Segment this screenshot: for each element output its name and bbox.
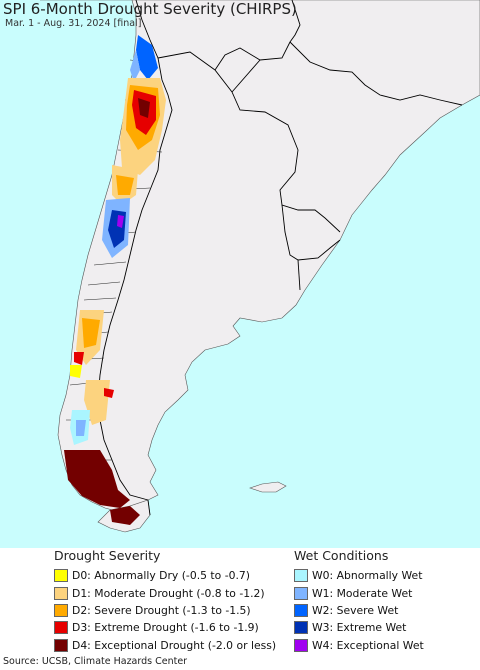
drought-legend-title: Drought Severity [54, 548, 161, 563]
swatch-w0 [294, 569, 308, 583]
legend-label-d1: D1: Moderate Drought (-0.8 to -1.2) [72, 586, 265, 600]
land-falklands [249, 481, 287, 493]
wet-aysen-med [76, 420, 86, 436]
map-canvas [0, 0, 480, 548]
legend-label-d3: D3: Extreme Drought (-1.6 to -1.9) [72, 621, 259, 635]
map-subtitle: Mar. 1 - Aug. 31, 2024 [final] [5, 18, 142, 29]
legend-item-w2: W2: Severe Wet [294, 602, 424, 619]
swatch-w4 [294, 638, 308, 652]
swatch-w2 [294, 603, 308, 617]
legend-label-d0: D0: Abnormally Dry (-0.5 to -0.7) [72, 569, 250, 583]
drought-d1-aysen [84, 380, 110, 425]
legend-item-d2: D2: Severe Drought (-1.3 to -1.5) [54, 602, 276, 619]
swatch-w3 [294, 621, 308, 635]
legend-item-d3: D3: Extreme Drought (-1.6 to -1.9) [54, 619, 276, 636]
legend-label-d2: D2: Severe Drought (-1.3 to -1.5) [72, 603, 251, 617]
legend-label-w1: W1: Moderate Wet [312, 586, 413, 600]
legend-item-d1: D1: Moderate Drought (-0.8 to -1.2) [54, 584, 276, 601]
swatch-d2 [54, 603, 68, 617]
swatch-d3 [54, 621, 68, 635]
drought-d0-south [70, 365, 82, 378]
legend-label-w3: W3: Extreme Wet [312, 621, 407, 635]
legend-label-w4: W4: Exceptional Wet [312, 638, 424, 652]
legend-label-w2: W2: Severe Wet [312, 603, 399, 617]
drought-legend: Drought Severity D0: Abnormally Dry (-0.… [54, 548, 276, 654]
drought-d4-tierra [110, 506, 140, 525]
swatch-d1 [54, 586, 68, 600]
country-borders [97, 0, 463, 516]
map-title: SPI 6-Month Drought Severity (CHIRPS) [3, 0, 297, 18]
legend-item-w1: W1: Moderate Wet [294, 584, 424, 601]
swatch-w1 [294, 586, 308, 600]
legend-label-w0: W0: Abnormally Wet [312, 569, 423, 583]
drought-d3-south [74, 352, 84, 365]
legend-item-d4: D4: Exceptional Drought (-2.0 or less) [54, 637, 276, 654]
legend-item-w3: W3: Extreme Wet [294, 619, 424, 636]
drought-d4-magallanes [64, 450, 130, 508]
legend-item-w4: W4: Exceptional Wet [294, 637, 424, 654]
legend-label-d4: D4: Exceptional Drought (-2.0 or less) [72, 638, 277, 652]
drought-map [0, 0, 480, 548]
wet-north-light [130, 50, 140, 82]
drought-shading [64, 35, 166, 525]
drought-d3-aysen [104, 388, 114, 398]
swatch-d4 [54, 638, 68, 652]
legend-item-d0: D0: Abnormally Dry (-0.5 to -0.7) [54, 567, 276, 584]
legend-item-w0: W0: Abnormally Wet [294, 567, 424, 584]
wet-legend-title: Wet Conditions [294, 548, 389, 563]
source-credit: Source: UCSB, Climate Hazards Center [3, 656, 188, 667]
drought-d2-south [82, 318, 100, 348]
swatch-d0 [54, 569, 68, 583]
drought-d4-north [138, 98, 150, 118]
wet-legend: Wet Conditions W0: Abnormally Wet W1: Mo… [294, 548, 424, 654]
drought-d2-central [116, 175, 134, 195]
wet-north-patch [136, 35, 158, 80]
wet-central-exceptional [117, 215, 124, 228]
